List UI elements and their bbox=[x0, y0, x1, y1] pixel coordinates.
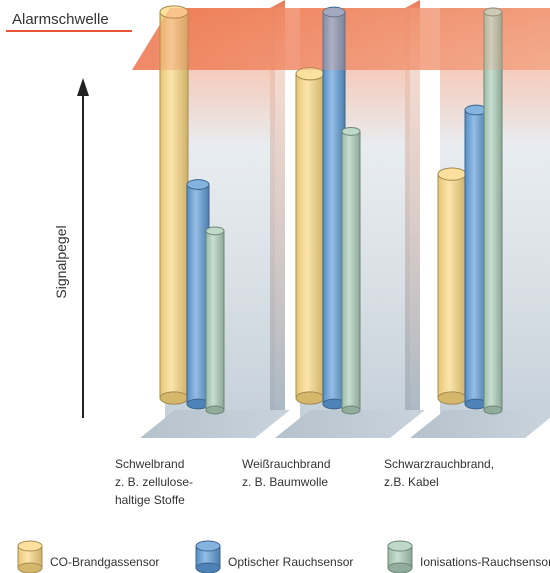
floor-group-3 bbox=[410, 410, 550, 438]
y-axis-arrow-icon bbox=[77, 78, 89, 96]
bar-1-3 bbox=[437, 167, 467, 405]
category-label-3-line-1: Schwarzrauchbrand, bbox=[384, 457, 494, 471]
category-label-3-line-2: z.B. Kabel bbox=[384, 475, 439, 489]
y-axis: Signalpegel bbox=[53, 78, 89, 418]
legend-item-3: Ionisations-Rauchsensor bbox=[387, 540, 550, 573]
legend-label-3: Ionisations-Rauchsensor bbox=[420, 555, 550, 569]
legend-label-2: Optischer Rauchsensor bbox=[228, 555, 353, 569]
category-label-2-line-1: Weißrauchbrand bbox=[242, 457, 331, 471]
wall-side-1 bbox=[270, 0, 285, 420]
alarm-threshold-plane-overlay bbox=[132, 8, 550, 70]
bar-cylinders bbox=[159, 5, 503, 415]
bar-3-1 bbox=[205, 226, 225, 415]
category-label-1-line-2: z. B. zellulose- bbox=[115, 475, 193, 489]
bar-1-2 bbox=[295, 67, 325, 405]
bar-3-2 bbox=[341, 126, 361, 415]
category-label-1-line-1: Schwelbrand bbox=[115, 457, 184, 471]
category-label-2-line-2: z. B. Baumwolle bbox=[242, 475, 328, 489]
wall-side-2 bbox=[405, 0, 420, 420]
floor-group-1 bbox=[140, 410, 290, 438]
legend-item-2: Optischer Rauchsensor bbox=[195, 540, 353, 573]
floor-group-2 bbox=[275, 410, 425, 438]
threshold-label: Alarmschwelle bbox=[12, 11, 109, 28]
legend-item-1: CO-Brandgassensor bbox=[17, 540, 159, 573]
category-label-1-line-3: haltige Stoffe bbox=[115, 493, 185, 507]
legend-label-1: CO-Brandgassensor bbox=[50, 555, 159, 569]
bar-2-1 bbox=[186, 179, 210, 410]
legend: CO-Brandgassensor Optischer Rauchsensor Io… bbox=[17, 540, 550, 573]
category-labels: Schwelbrand z. B. zellulose-haltige Stoff… bbox=[115, 457, 494, 507]
y-axis-label: Signalpegel bbox=[53, 225, 69, 298]
